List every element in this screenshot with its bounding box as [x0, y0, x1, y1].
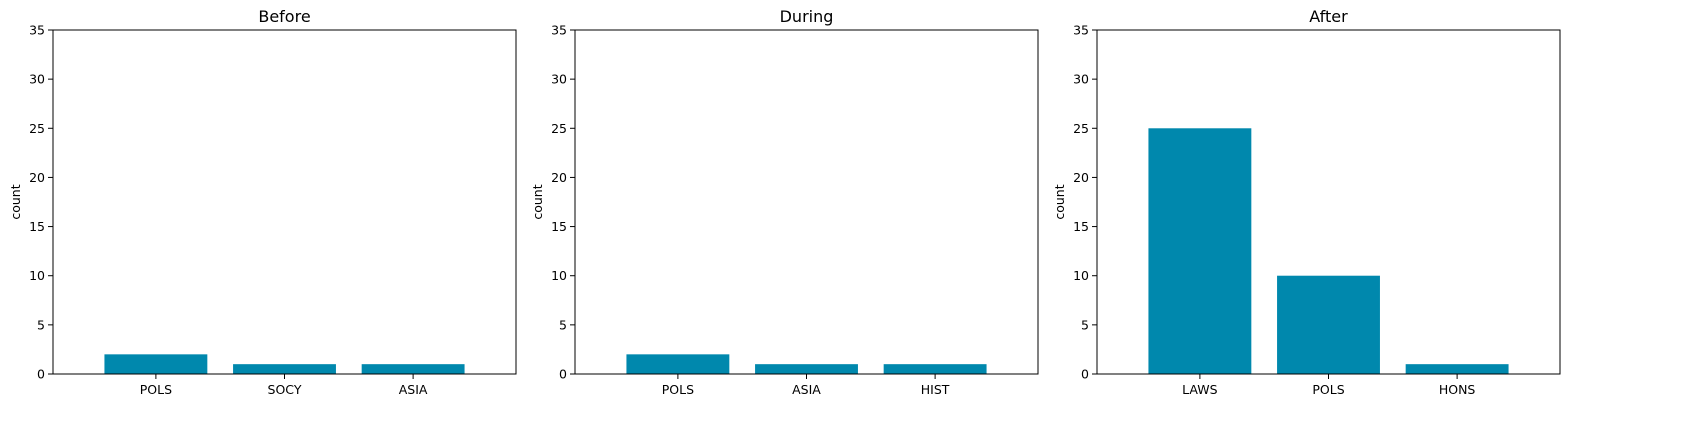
- x-tick-label: ASIA: [399, 382, 428, 397]
- y-tick-label: 5: [559, 317, 567, 332]
- x-tick-label: POLS: [1312, 382, 1344, 397]
- x-tick-label: ASIA: [792, 382, 821, 397]
- x-tick-label: HONS: [1439, 382, 1476, 397]
- x-tick-label: SOCY: [268, 382, 302, 397]
- y-tick-label: 25: [29, 121, 45, 136]
- bar[interactable]: [104, 354, 208, 374]
- y-tick-label: 35: [551, 23, 567, 38]
- y-tick-label: 30: [551, 72, 567, 87]
- plot-frame: [52, 29, 517, 375]
- chart-title: Before: [258, 7, 310, 26]
- bar[interactable]: [1277, 275, 1380, 374]
- bar[interactable]: [1405, 364, 1509, 374]
- y-tick-label: 5: [1081, 317, 1089, 332]
- y-tick-label: 5: [37, 317, 45, 332]
- chart-title: After: [1309, 7, 1348, 26]
- y-tick-label: 35: [1073, 23, 1089, 38]
- y-tick-label: 25: [1073, 121, 1089, 136]
- bar[interactable]: [883, 364, 987, 374]
- y-tick-label: 0: [1081, 367, 1089, 382]
- y-tick-label: 15: [551, 219, 567, 234]
- bar[interactable]: [626, 354, 730, 374]
- chart-panel: 0 5 10 15 20 25 30 35 LAWS POLS HONS After count: [1052, 7, 1561, 397]
- bar[interactable]: [1148, 128, 1252, 374]
- y-tick-label: 30: [29, 72, 45, 87]
- plot-frame: [574, 29, 1039, 375]
- y-tick-label: 20: [1073, 170, 1089, 185]
- y-tick-label: 15: [29, 219, 45, 234]
- chart-panel: 0 5 10 15 20 25 30 35 POLS ASIA HIST During count: [530, 7, 1039, 397]
- x-tick-label: POLS: [140, 382, 172, 397]
- x-tick-label: HIST: [921, 382, 950, 397]
- y-tick-label: 0: [559, 367, 567, 382]
- y-tick-label: 10: [551, 268, 567, 283]
- y-tick-label: 10: [29, 268, 45, 283]
- y-tick-label: 35: [29, 23, 45, 38]
- bar[interactable]: [755, 364, 858, 374]
- chart-title: During: [780, 7, 834, 26]
- y-tick-label: 0: [37, 367, 45, 382]
- x-tick-label: POLS: [662, 382, 694, 397]
- y-axis-label: count: [1052, 184, 1067, 219]
- bar[interactable]: [361, 364, 465, 374]
- bar[interactable]: [233, 364, 336, 374]
- y-tick-label: 15: [1073, 219, 1089, 234]
- chart-panel: 0 5 10 15 20 25 30 35 POLS SOCY ASIA Before count: [8, 7, 517, 397]
- x-tick-label: LAWS: [1182, 382, 1217, 397]
- y-tick-label: 20: [551, 170, 567, 185]
- y-tick-label: 10: [1073, 268, 1089, 283]
- y-tick-label: 20: [29, 170, 45, 185]
- y-tick-label: 25: [551, 121, 567, 136]
- y-axis-label: count: [530, 184, 545, 219]
- y-tick-label: 30: [1073, 72, 1089, 87]
- y-axis-label: count: [8, 184, 23, 219]
